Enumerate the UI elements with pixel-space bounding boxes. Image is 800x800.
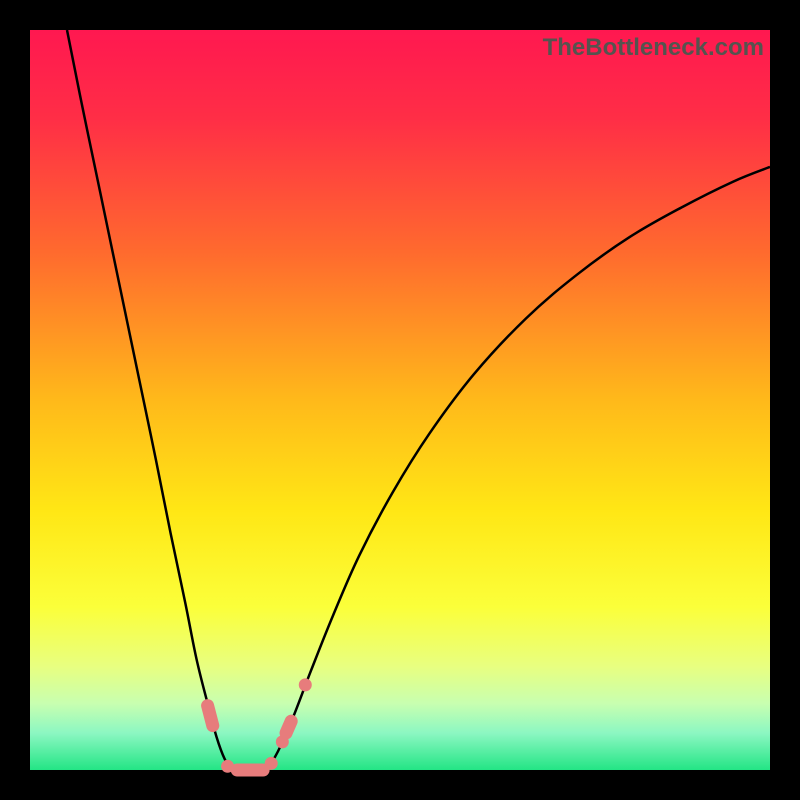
chart-frame: TheBottleneck.com [0, 0, 800, 800]
marker-dot [299, 678, 312, 691]
left-curve [67, 30, 232, 770]
curve-layer [30, 30, 770, 770]
plot-area: TheBottleneck.com [30, 30, 770, 770]
right-curve [267, 167, 770, 770]
marker-capsule [208, 706, 213, 726]
marker-dot [265, 757, 278, 770]
marker-capsule [286, 721, 291, 733]
